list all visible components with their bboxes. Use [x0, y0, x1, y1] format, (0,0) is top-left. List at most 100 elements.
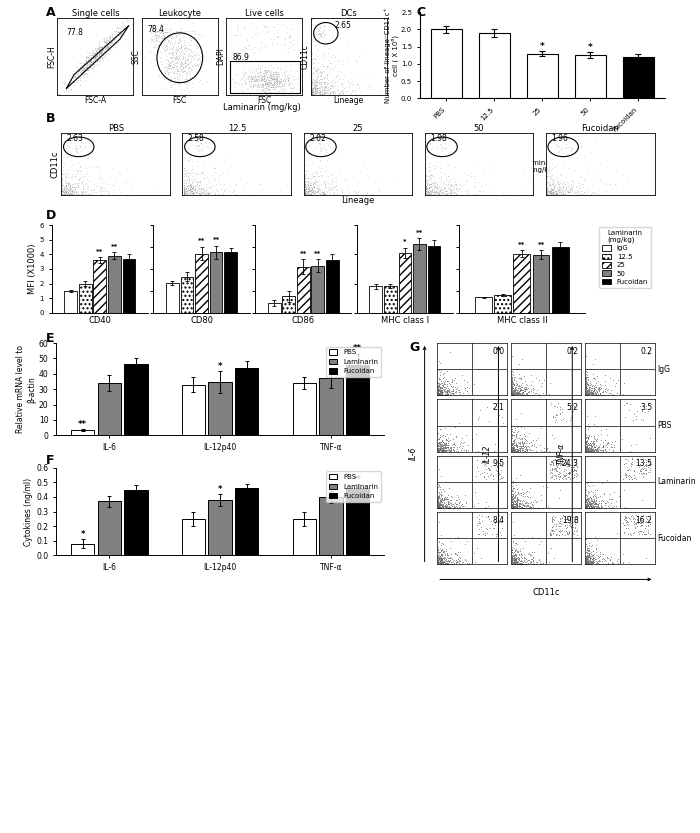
Point — [260, 72, 272, 86]
Point — [228, 37, 239, 50]
Point — [566, 142, 578, 156]
Point — [300, 181, 311, 194]
Point — [621, 511, 632, 525]
Point — [507, 495, 518, 508]
Point — [279, 78, 290, 92]
Point — [566, 182, 578, 195]
Point — [276, 77, 287, 90]
Point — [610, 182, 621, 196]
Point — [436, 550, 447, 563]
Point — [237, 84, 248, 97]
Point — [545, 184, 557, 197]
Point — [150, 51, 162, 64]
Point — [194, 179, 205, 192]
Point — [509, 490, 520, 503]
Point — [93, 52, 104, 65]
Point — [440, 500, 452, 513]
Point — [433, 551, 444, 565]
Point — [435, 557, 447, 571]
Point — [281, 65, 292, 78]
Point — [262, 65, 273, 78]
Point — [166, 22, 177, 36]
Point — [321, 76, 332, 89]
Point — [506, 445, 517, 458]
Point — [542, 187, 553, 201]
Point — [78, 186, 89, 199]
Point — [510, 555, 521, 568]
Point — [547, 168, 558, 182]
Point — [93, 43, 104, 57]
Point — [494, 472, 505, 486]
Point — [482, 511, 493, 524]
Point — [557, 187, 568, 200]
Point — [433, 180, 444, 193]
Point — [94, 49, 106, 62]
Point — [508, 383, 519, 397]
Point — [433, 554, 444, 567]
Point — [328, 85, 339, 98]
Point — [277, 77, 288, 91]
Point — [438, 441, 449, 455]
Point — [66, 171, 77, 184]
Point — [434, 372, 445, 386]
Point — [433, 380, 444, 393]
Point — [546, 184, 557, 197]
Point — [97, 52, 108, 66]
Point — [510, 556, 522, 569]
Point — [587, 387, 598, 400]
Point — [580, 371, 592, 384]
Point — [190, 182, 201, 196]
Point — [584, 500, 595, 513]
Point — [463, 438, 474, 451]
Point — [244, 77, 255, 90]
Point — [299, 174, 310, 187]
Point — [604, 487, 615, 501]
Point — [183, 85, 195, 98]
Point — [421, 183, 433, 197]
Point — [448, 445, 459, 458]
Point — [486, 517, 497, 531]
Point — [587, 387, 598, 401]
Point — [57, 173, 68, 187]
Point — [93, 48, 104, 62]
Point — [272, 23, 284, 37]
Point — [265, 67, 276, 81]
Point — [77, 65, 88, 78]
Point — [105, 36, 116, 49]
Point — [167, 40, 178, 53]
Point — [562, 183, 573, 197]
Point — [302, 182, 314, 196]
Point — [178, 186, 189, 199]
Point — [200, 177, 211, 190]
Point — [184, 31, 195, 44]
Point — [562, 187, 573, 201]
Point — [326, 182, 337, 195]
Point — [601, 381, 612, 394]
Point — [518, 385, 529, 398]
Point — [57, 187, 69, 201]
Point — [547, 185, 559, 198]
Point — [570, 181, 582, 194]
Point — [433, 486, 444, 499]
Point — [549, 513, 560, 526]
Point — [187, 185, 198, 198]
Point — [580, 444, 592, 457]
Point — [436, 494, 447, 507]
Point — [88, 59, 99, 72]
Point — [580, 388, 592, 402]
Point — [83, 182, 94, 196]
Point — [508, 437, 519, 451]
Point — [270, 87, 281, 100]
Point — [253, 79, 265, 92]
Point — [159, 25, 170, 38]
Point — [570, 464, 582, 477]
Point — [510, 500, 522, 513]
Point — [461, 183, 472, 197]
Point — [197, 187, 208, 200]
Point — [510, 499, 521, 512]
Point — [311, 178, 322, 192]
Point — [191, 175, 202, 188]
Point — [421, 177, 432, 190]
Point — [260, 76, 271, 89]
Point — [555, 413, 566, 426]
